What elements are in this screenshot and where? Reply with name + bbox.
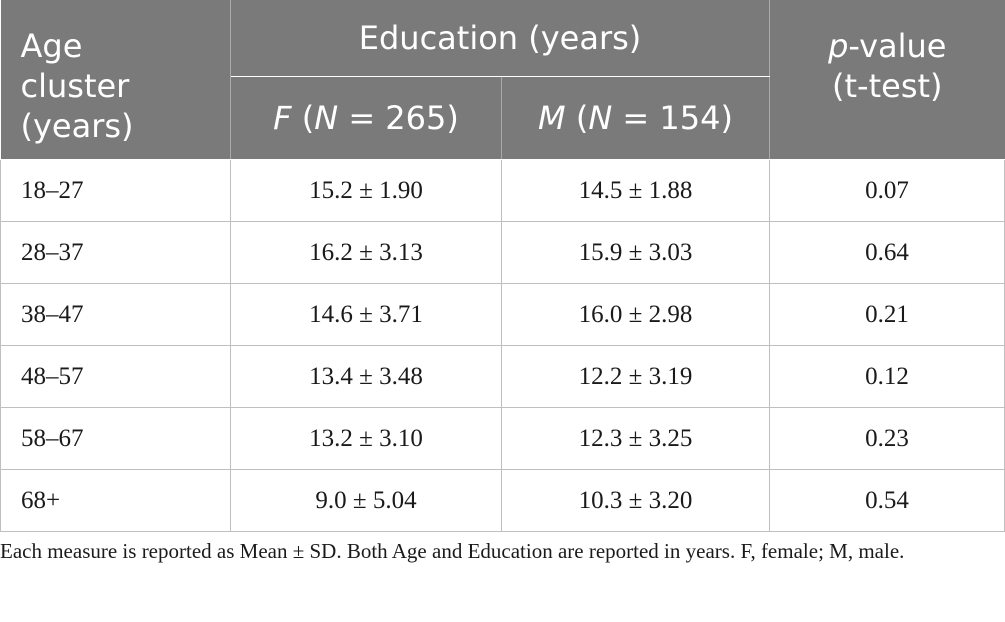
header-age-line-2: cluster xyxy=(20,67,130,105)
cell-female: 15.2 ± 1.90 xyxy=(230,159,502,222)
cell-male: 14.5 ± 1.88 xyxy=(500,159,771,222)
table-row: 48–57 13.4 ± 3.48 12.2 ± 3.19 0.12 xyxy=(0,345,1005,408)
table-footnote: Each measure is reported as Mean ± SD. B… xyxy=(0,539,905,563)
header-age-line-3: (years) xyxy=(20,107,134,145)
table-row: 58–67 13.2 ± 3.10 12.3 ± 3.25 0.23 xyxy=(0,407,1005,470)
cell-male: 12.2 ± 3.19 xyxy=(500,345,771,408)
education-table: Age cluster (years) Education (years) p-… xyxy=(0,0,1005,532)
cell-age: 68+ xyxy=(0,469,231,532)
female-letter: F xyxy=(273,99,292,137)
header-p-value: p-value (t-test) xyxy=(769,0,1005,160)
cell-age: 18–27 xyxy=(0,159,231,222)
cell-age: 38–47 xyxy=(0,283,231,346)
male-letter: M xyxy=(538,99,566,137)
cell-male: 12.3 ± 3.25 xyxy=(500,407,771,470)
female-n-letter: N xyxy=(314,99,339,137)
cell-female: 14.6 ± 3.71 xyxy=(230,283,502,346)
cell-female: 13.2 ± 3.10 xyxy=(230,407,502,470)
header-p-test: (t-test) xyxy=(832,67,943,105)
header-age-line-1: Age xyxy=(20,27,83,65)
cell-age: 58–67 xyxy=(0,407,231,470)
table-row: 68+ 9.0 ± 5.04 10.3 ± 3.20 0.54 xyxy=(0,469,1005,532)
cell-age: 28–37 xyxy=(0,221,231,284)
header-age-cluster: Age cluster (years) xyxy=(0,0,231,160)
cell-p-value: 0.12 xyxy=(769,345,1005,408)
header-education: Education (years) xyxy=(229,0,771,77)
cell-female: 9.0 ± 5.04 xyxy=(230,469,502,532)
cell-p-value: 0.23 xyxy=(769,407,1005,470)
table-row: 18–27 15.2 ± 1.90 14.5 ± 1.88 0.07 xyxy=(0,159,1005,222)
cell-p-value: 0.64 xyxy=(769,221,1005,284)
male-count: = 154) xyxy=(612,99,733,137)
header-female: F (N = 265) xyxy=(230,76,502,160)
cell-male: 15.9 ± 3.03 xyxy=(500,221,771,284)
cell-p-value: 0.07 xyxy=(769,159,1005,222)
male-open: ( xyxy=(565,99,589,137)
cell-p-value: 0.21 xyxy=(769,283,1005,346)
header-p-rest: -value xyxy=(848,27,947,65)
cell-male: 16.0 ± 2.98 xyxy=(500,283,771,346)
female-open: ( xyxy=(291,99,315,137)
cell-female: 16.2 ± 3.13 xyxy=(230,221,502,284)
header-male: M (N = 154) xyxy=(500,76,770,160)
header-p-letter: p xyxy=(828,27,849,65)
cell-female: 13.4 ± 3.48 xyxy=(230,345,502,408)
male-n-letter: N xyxy=(588,99,613,137)
cell-male: 10.3 ± 3.20 xyxy=(500,469,771,532)
table-row: 38–47 14.6 ± 3.71 16.0 ± 2.98 0.21 xyxy=(0,283,1005,346)
cell-p-value: 0.54 xyxy=(769,469,1005,532)
cell-age: 48–57 xyxy=(0,345,231,408)
table-row: 28–37 16.2 ± 3.13 15.9 ± 3.03 0.64 xyxy=(0,221,1005,284)
female-count: = 265) xyxy=(338,99,459,137)
